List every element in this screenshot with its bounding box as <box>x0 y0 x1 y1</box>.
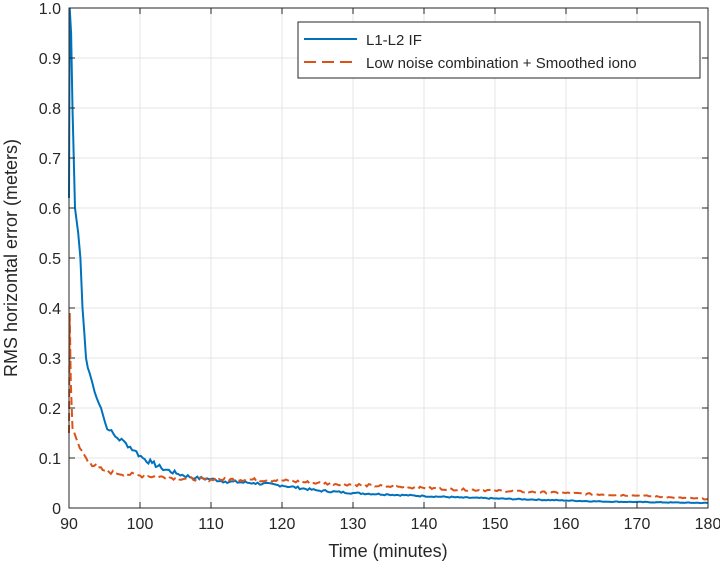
x-tick-label: 120 <box>269 516 296 533</box>
x-tick-label: 100 <box>127 516 154 533</box>
x-ticks: 90 100 110 120 130 140 150 160 170 180 <box>60 8 720 533</box>
series-line-0 <box>68 7 709 505</box>
x-tick-label: 160 <box>553 516 580 533</box>
y-tick-label: 0.7 <box>39 151 61 168</box>
y-tick-label: 1.0 <box>39 1 61 18</box>
series-lines <box>68 7 709 505</box>
y-axis-label: RMS horizontal error (meters) <box>1 139 21 377</box>
x-tick-label: 180 <box>695 516 720 533</box>
legend-label-low-noise: Low noise combination + Smoothed iono <box>366 55 637 72</box>
x-tick-label: 90 <box>60 516 78 533</box>
series-line-1 <box>68 312 709 501</box>
grid <box>68 7 709 509</box>
x-tick-label: 130 <box>340 516 367 533</box>
legend-box <box>297 21 701 79</box>
y-tick-label: 0.3 <box>39 351 61 368</box>
x-tick-label: 140 <box>411 516 438 533</box>
y-ticks: 0 0.1 0.2 0.3 0.4 0.5 0.6 0.7 0.8 0.9 1.0 <box>39 1 708 518</box>
y-tick-label: 0.8 <box>39 101 61 118</box>
x-axis-label: Time (minutes) <box>328 541 447 561</box>
x-tick-label: 170 <box>624 516 651 533</box>
y-tick-label: 0.4 <box>39 301 61 318</box>
legend-label-l1-l2-if: L1-L2 IF <box>366 32 422 49</box>
y-tick-label: 0.5 <box>39 251 61 268</box>
y-tick-label: 0 <box>52 501 61 518</box>
y-tick-label: 0.9 <box>39 51 61 68</box>
y-tick-label: 0.1 <box>39 451 61 468</box>
y-tick-label: 0.2 <box>39 401 61 418</box>
x-tick-label: 110 <box>198 516 224 533</box>
legend[interactable]: L1-L2 IF Low noise combination + Smoothe… <box>297 21 701 79</box>
x-tick-label: 150 <box>482 516 509 533</box>
y-tick-label: 0.6 <box>39 201 61 218</box>
